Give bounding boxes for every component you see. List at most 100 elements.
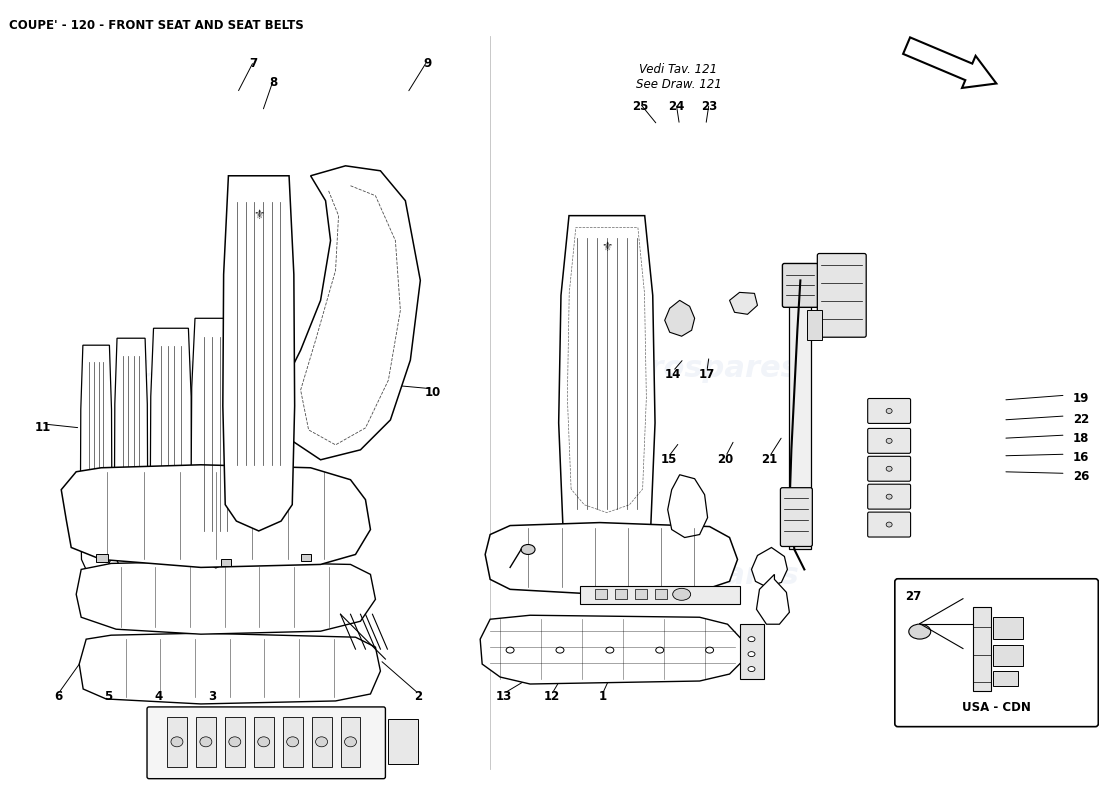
Text: ⚜: ⚜ [253, 209, 264, 222]
Polygon shape [151, 328, 191, 574]
Text: eurospares: eurospares [119, 561, 311, 590]
FancyBboxPatch shape [147, 707, 385, 778]
Text: eurospares: eurospares [607, 354, 800, 382]
Text: 6: 6 [54, 690, 63, 703]
Text: 27: 27 [904, 590, 921, 603]
Text: 16: 16 [1072, 451, 1089, 464]
Text: 23: 23 [701, 100, 717, 113]
FancyBboxPatch shape [868, 456, 911, 482]
Text: 5: 5 [103, 690, 112, 703]
Bar [96, 554, 108, 562]
Bar [283, 717, 302, 766]
Text: eurospares: eurospares [607, 561, 800, 590]
Polygon shape [62, 465, 371, 567]
FancyBboxPatch shape [868, 429, 911, 454]
Bar [992, 617, 1023, 638]
Ellipse shape [170, 737, 183, 746]
Text: Vedi Tav. 121
See Draw. 121: Vedi Tav. 121 See Draw. 121 [636, 63, 722, 91]
Bar [635, 590, 647, 599]
Text: 3: 3 [208, 690, 216, 703]
Ellipse shape [316, 737, 328, 746]
Bar [595, 590, 607, 599]
Ellipse shape [344, 737, 356, 746]
Bar [615, 590, 627, 599]
Bar [167, 717, 187, 766]
Ellipse shape [887, 466, 892, 471]
FancyBboxPatch shape [782, 263, 818, 307]
Polygon shape [757, 574, 790, 624]
Ellipse shape [887, 522, 892, 527]
Polygon shape [280, 166, 420, 460]
Text: 15: 15 [660, 454, 676, 466]
Ellipse shape [506, 647, 514, 653]
Ellipse shape [229, 737, 241, 746]
Ellipse shape [656, 647, 663, 653]
Bar [311, 717, 331, 766]
Ellipse shape [748, 637, 755, 642]
Polygon shape [668, 474, 707, 538]
Bar [388, 719, 418, 764]
Text: 11: 11 [35, 422, 52, 434]
Text: 1: 1 [598, 690, 607, 703]
Bar [196, 717, 216, 766]
Bar [790, 290, 812, 550]
Ellipse shape [606, 647, 614, 653]
FancyBboxPatch shape [868, 484, 911, 509]
Text: 14: 14 [664, 368, 681, 381]
Ellipse shape [521, 545, 535, 554]
Ellipse shape [887, 494, 892, 499]
Polygon shape [751, 547, 788, 587]
Text: 19: 19 [1072, 392, 1089, 405]
Text: 25: 25 [631, 100, 648, 113]
Polygon shape [223, 176, 295, 531]
Text: 18: 18 [1072, 432, 1089, 445]
Text: USA - CDN: USA - CDN [962, 701, 1031, 714]
Text: 7: 7 [250, 57, 257, 70]
Bar [992, 671, 1018, 686]
Text: eurospares: eurospares [119, 354, 311, 382]
Text: 12: 12 [544, 690, 560, 703]
Polygon shape [559, 216, 654, 563]
Bar [739, 624, 764, 679]
Text: 20: 20 [717, 454, 734, 466]
Text: 22: 22 [1072, 413, 1089, 426]
Text: 10: 10 [425, 386, 441, 398]
Ellipse shape [887, 438, 892, 443]
Bar [992, 645, 1023, 666]
FancyBboxPatch shape [894, 578, 1098, 726]
Bar [341, 717, 361, 766]
Bar [224, 717, 245, 766]
FancyBboxPatch shape [868, 512, 911, 537]
Ellipse shape [287, 737, 298, 746]
Bar [300, 554, 310, 562]
Bar [807, 310, 823, 340]
Text: 21: 21 [761, 454, 778, 466]
Text: ⚜: ⚜ [602, 241, 613, 254]
Ellipse shape [748, 666, 755, 671]
Text: 26: 26 [1072, 470, 1089, 483]
Ellipse shape [673, 588, 691, 600]
Polygon shape [114, 338, 147, 575]
Polygon shape [664, 300, 694, 336]
Polygon shape [80, 345, 112, 577]
Polygon shape [191, 318, 241, 568]
Polygon shape [76, 562, 375, 634]
FancyBboxPatch shape [868, 398, 911, 423]
Bar [254, 717, 274, 766]
FancyArrow shape [903, 38, 997, 88]
Bar [221, 559, 231, 566]
Text: 2: 2 [415, 690, 422, 703]
Bar [972, 606, 991, 691]
FancyBboxPatch shape [817, 254, 866, 338]
Text: COUPE' - 120 - FRONT SEAT AND SEAT BELTS: COUPE' - 120 - FRONT SEAT AND SEAT BELTS [10, 19, 304, 32]
Ellipse shape [257, 737, 270, 746]
Ellipse shape [200, 737, 212, 746]
Ellipse shape [887, 409, 892, 414]
Ellipse shape [705, 647, 714, 653]
Text: 8: 8 [270, 76, 277, 90]
FancyBboxPatch shape [780, 488, 812, 546]
Text: 4: 4 [154, 690, 163, 703]
Ellipse shape [748, 652, 755, 657]
Text: 17: 17 [698, 368, 715, 381]
Text: 9: 9 [424, 57, 431, 70]
